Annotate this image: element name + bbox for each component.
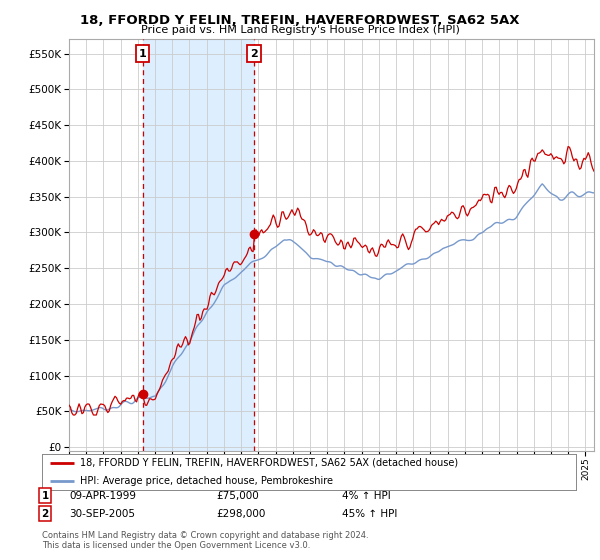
Text: 2: 2 <box>41 508 49 519</box>
Text: 4% ↑ HPI: 4% ↑ HPI <box>342 491 391 501</box>
Text: 18, FFORDD Y FELIN, TREFIN, HAVERFORDWEST, SA62 5AX (detached house): 18, FFORDD Y FELIN, TREFIN, HAVERFORDWES… <box>80 458 458 468</box>
Text: £298,000: £298,000 <box>216 508 265 519</box>
Text: 18, FFORDD Y FELIN, TREFIN, HAVERFORDWEST, SA62 5AX: 18, FFORDD Y FELIN, TREFIN, HAVERFORDWES… <box>80 14 520 27</box>
Text: Price paid vs. HM Land Registry's House Price Index (HPI): Price paid vs. HM Land Registry's House … <box>140 25 460 35</box>
Text: 45% ↑ HPI: 45% ↑ HPI <box>342 508 397 519</box>
Text: £75,000: £75,000 <box>216 491 259 501</box>
Text: 30-SEP-2005: 30-SEP-2005 <box>69 508 135 519</box>
Text: HPI: Average price, detached house, Pembrokeshire: HPI: Average price, detached house, Pemb… <box>80 476 334 486</box>
Text: 1: 1 <box>41 491 49 501</box>
Bar <box>143 39 254 451</box>
Text: 1: 1 <box>139 49 146 59</box>
Text: 2: 2 <box>250 49 258 59</box>
Text: 09-APR-1999: 09-APR-1999 <box>69 491 136 501</box>
Text: Contains HM Land Registry data © Crown copyright and database right 2024.
This d: Contains HM Land Registry data © Crown c… <box>42 531 368 550</box>
